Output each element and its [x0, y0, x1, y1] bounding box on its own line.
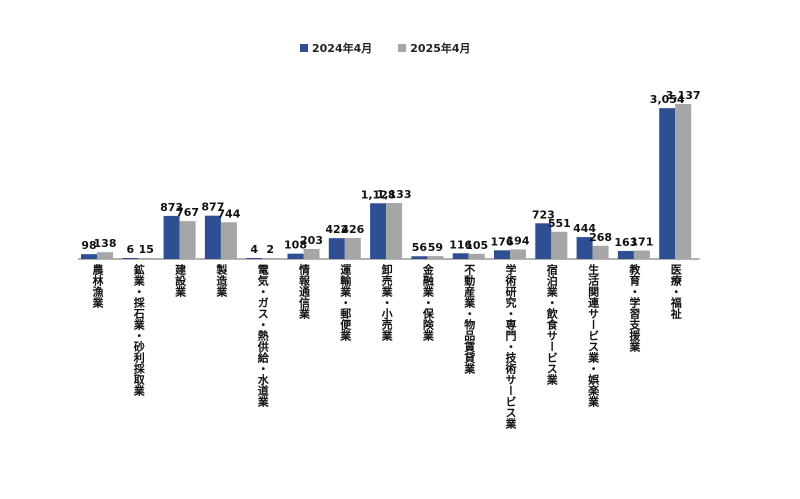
data-label-2024-9: 116 [449, 238, 472, 251]
data-label-2025-8: 59 [428, 241, 443, 254]
bar-2024-14 [659, 108, 676, 259]
category-label-5: 情報通信業 [297, 264, 311, 319]
bar-2025-6 [344, 237, 361, 259]
bar-2025-13 [633, 250, 650, 259]
data-label-2025-5: 203 [300, 234, 323, 247]
bar-2024-6 [328, 238, 345, 259]
bar-2024-8 [411, 256, 428, 259]
bar-2025-14 [675, 104, 692, 259]
data-label-2025-0: 138 [94, 237, 117, 250]
data-label-2025-3: 744 [217, 207, 240, 220]
bar-2025-5 [303, 248, 320, 259]
bar-2024-9 [452, 253, 469, 259]
bar-2025-10 [510, 249, 526, 259]
bar-2025-4 [262, 258, 279, 259]
data-label-2024-8: 56 [412, 241, 428, 254]
bar-2024-13 [617, 250, 634, 259]
bar-2025-1 [138, 258, 155, 259]
bar-2024-11 [535, 223, 552, 259]
bar-2024-10 [494, 250, 510, 259]
bar-2024-5 [287, 253, 304, 259]
legend-swatch-2024 [300, 44, 308, 52]
data-label-2025-1: 15 [139, 243, 154, 256]
data-label-2025-4: 2 [266, 243, 274, 256]
data-label-2024-13: 163 [614, 236, 637, 249]
bar-2025-9 [468, 253, 485, 259]
bar-2024-4 [246, 258, 263, 259]
data-label-2024-1: 6 [126, 243, 134, 256]
legend-item-2025: 2025年4月 [398, 40, 471, 56]
bar-2024-0 [81, 254, 97, 259]
category-label-12: 生活関連サービス業・娯楽業 [586, 264, 600, 407]
bar-2024-7 [370, 203, 387, 259]
legend-label-2025: 2025年4月 [410, 42, 471, 55]
bar-2025-11 [551, 231, 568, 259]
category-label-8: 金融業・保険業 [421, 264, 435, 341]
category-label-14: 医療・福祉 [669, 264, 683, 319]
data-label-2025-14: 3,137 [666, 89, 701, 102]
category-label-9: 不動産業・物品賃貸業 [462, 264, 476, 374]
data-label-2025-13: 171 [630, 236, 653, 249]
data-label-2024-12: 444 [573, 222, 596, 235]
data-label-2024-4: 4 [250, 243, 258, 256]
category-label-6: 運輸業・郵便業 [338, 264, 352, 341]
data-label-2024-5: 108 [284, 239, 307, 252]
data-label-2025-9: 105 [465, 239, 488, 252]
data-label-2024-2: 873 [160, 201, 183, 214]
legend-swatch-2025 [398, 44, 407, 52]
category-label-2: 建設業 [173, 264, 187, 297]
data-label-2025-2: 767 [176, 206, 199, 219]
bar-2025-12 [592, 245, 609, 259]
category-label-4: 電気・ガス・熱供給・水道業 [256, 264, 270, 407]
category-label-7: 卸売業・小売業 [380, 264, 394, 341]
category-label-0: 農林漁業 [91, 264, 104, 308]
data-label-2024-0: 98 [81, 239, 96, 252]
data-label-2025-11: 551 [548, 217, 571, 230]
bar-2024-2 [163, 215, 180, 259]
legend-label-2024: 2024年4月 [312, 42, 373, 55]
bar-2024-1 [122, 258, 139, 259]
data-label-2024-3: 877 [201, 201, 224, 214]
category-label-10: 学術研究・専門・技術サービス業 [504, 264, 517, 429]
legend-item-2024: 2024年4月 [300, 40, 372, 56]
bar-2025-3 [220, 222, 237, 259]
bar-2024-12 [576, 237, 593, 259]
data-label-2025-10: 194 [507, 234, 530, 247]
category-label-3: 製造業 [214, 264, 228, 297]
data-label-2025-7: 1,133 [377, 188, 412, 201]
data-label-2024-10: 176 [491, 235, 514, 248]
bar-2024-3 [204, 215, 221, 259]
category-label-1: 鉱業・採石業・砂利採取業 [132, 264, 146, 396]
data-label-2024-6: 422 [325, 223, 348, 236]
data-label-2024-14: 3,054 [650, 93, 685, 106]
bar-2025-0 [97, 252, 113, 259]
bar-2025-2 [179, 221, 196, 259]
bar-2025-7 [386, 203, 403, 259]
data-label-2024-11: 723 [532, 208, 555, 221]
category-label-11: 宿泊業・飲食サービス業 [545, 264, 559, 385]
legend: 2024年4月 2025年4月 [300, 40, 471, 56]
data-label-2025-6: 426 [341, 223, 364, 236]
bar-2025-8 [427, 256, 444, 259]
data-label-2025-12: 268 [589, 231, 612, 244]
category-label-13: 教育・学習支援業 [627, 264, 641, 352]
data-label-2024-7: 1,128 [361, 188, 396, 201]
